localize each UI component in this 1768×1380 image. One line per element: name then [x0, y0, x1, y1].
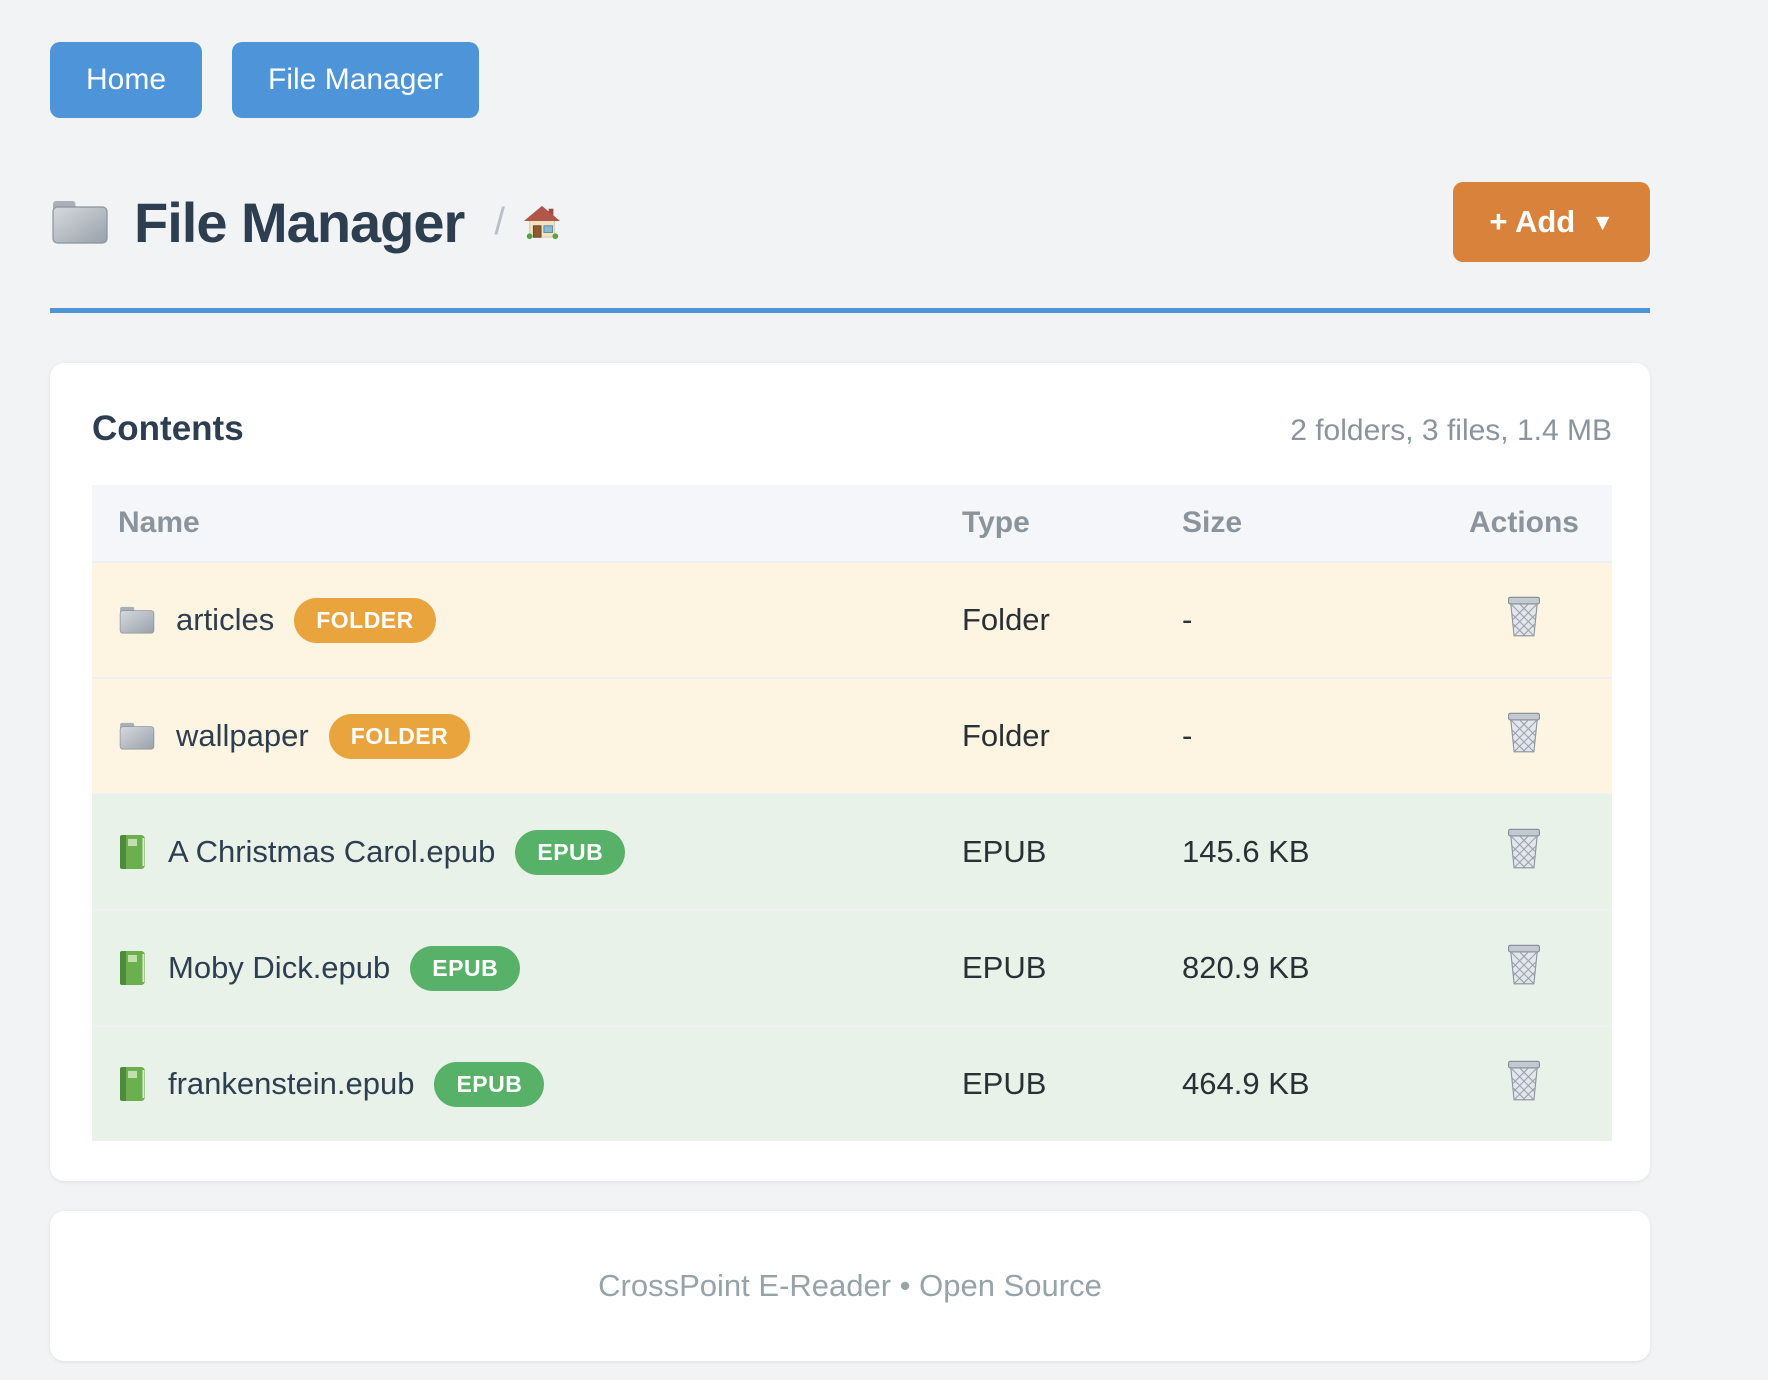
file-type: EPUB: [936, 1025, 1156, 1141]
file-name-link[interactable]: articles: [176, 602, 275, 637]
folder-icon: [118, 605, 156, 635]
column-header-size: Size: [1156, 485, 1436, 562]
book-icon: [118, 950, 148, 986]
contents-card: Contents 2 folders, 3 files, 1.4 MB Name…: [50, 363, 1650, 1181]
add-button[interactable]: + Add ▼: [1453, 182, 1650, 262]
file-type: EPUB: [936, 909, 1156, 1026]
delete-button[interactable]: [1505, 826, 1543, 870]
delete-button[interactable]: [1505, 594, 1543, 638]
book-icon: [118, 1066, 148, 1102]
column-header-name: Name: [92, 485, 936, 562]
type-badge: EPUB: [410, 945, 521, 991]
column-header-type: Type: [936, 485, 1156, 562]
page-title: File Manager: [134, 190, 465, 254]
nav-button-file-manager[interactable]: File Manager: [232, 42, 480, 118]
delete-button[interactable]: [1505, 710, 1543, 754]
contents-title: Contents: [92, 409, 244, 448]
type-badge: EPUB: [515, 829, 626, 875]
breadcrumb: /: [494, 201, 561, 244]
file-name-link[interactable]: Moby Dick.epub: [168, 950, 391, 985]
trash-icon: [1505, 942, 1543, 986]
page-header: File Manager / + Add ▼: [50, 182, 1650, 262]
type-badge: FOLDER: [294, 597, 436, 643]
delete-button[interactable]: [1505, 1058, 1543, 1102]
file-size: 145.6 KB: [1156, 793, 1436, 910]
home-icon[interactable]: [523, 203, 561, 241]
trash-icon: [1505, 1058, 1543, 1102]
chevron-down-icon: ▼: [1591, 208, 1614, 235]
file-size: 820.9 KB: [1156, 909, 1436, 1026]
add-button-label: + Add: [1489, 204, 1576, 239]
file-size: -: [1156, 561, 1436, 678]
folder-icon: [50, 198, 110, 246]
book-icon: [118, 834, 148, 870]
file-table: Name Type Size Actions: [92, 485, 1612, 1141]
nav-button-home[interactable]: Home: [50, 42, 203, 118]
folder-icon: [118, 721, 156, 751]
file-name-link[interactable]: wallpaper: [176, 718, 309, 753]
type-badge: EPUB: [434, 1061, 545, 1107]
trash-icon: [1505, 594, 1543, 638]
trash-icon: [1505, 826, 1543, 870]
file-size: 464.9 KB: [1156, 1025, 1436, 1141]
table-header-row: Name Type Size Actions: [92, 485, 1612, 562]
column-header-actions: Actions: [1436, 485, 1612, 562]
title-divider: [50, 308, 1650, 313]
table-row: articles FOLDER Folder -: [92, 561, 1612, 678]
footer-text: CrossPoint E-Reader • Open Source: [598, 1268, 1102, 1303]
breadcrumb-separator: /: [494, 200, 505, 243]
file-type: Folder: [936, 561, 1156, 678]
file-type: EPUB: [936, 793, 1156, 910]
page-container: Home File Manager File Manager /: [50, 0, 1650, 1361]
footer: CrossPoint E-Reader • Open Source: [50, 1211, 1650, 1361]
table-row: A Christmas Carol.epub EPUB EPUB 145.6 K…: [92, 793, 1612, 910]
file-type: Folder: [936, 677, 1156, 794]
trash-icon: [1505, 710, 1543, 754]
table-row: wallpaper FOLDER Folder -: [92, 677, 1612, 794]
type-badge: FOLDER: [328, 713, 471, 759]
file-size: -: [1156, 677, 1436, 794]
table-row: Moby Dick.epub EPUB EPUB 820.9 KB: [92, 909, 1612, 1026]
contents-summary: 2 folders, 3 files, 1.4 MB: [1290, 414, 1612, 447]
top-nav: Home File Manager: [50, 42, 1650, 118]
delete-button[interactable]: [1505, 942, 1543, 986]
file-name-link[interactable]: A Christmas Carol.epub: [168, 834, 496, 869]
file-name-link[interactable]: frankenstein.epub: [168, 1066, 415, 1101]
table-row: frankenstein.epub EPUB EPUB 464.9 KB: [92, 1025, 1612, 1141]
